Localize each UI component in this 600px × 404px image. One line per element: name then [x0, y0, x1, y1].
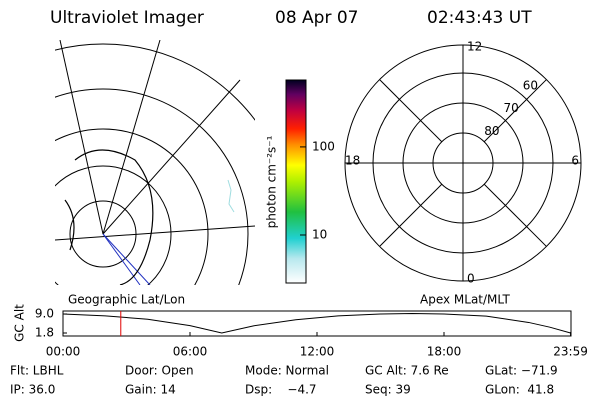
y-tick-label: 1.8	[35, 326, 54, 340]
colorbar	[285, 79, 307, 284]
x-tick-label: 18:00	[427, 345, 462, 359]
info-field: Dsp: −4.7	[245, 383, 317, 397]
info-field: Flt: LBHL	[10, 364, 64, 378]
mlat-label: 70	[503, 101, 518, 115]
info-field: GC Alt: 7.6 Re	[365, 364, 449, 378]
mlt-label: 6	[571, 154, 579, 168]
polar-caption: Apex MLat/MLT	[420, 293, 510, 307]
x-tick-label: 23:59	[553, 345, 588, 359]
info-field: Door: Open	[125, 364, 194, 378]
info-field: Mode: Normal	[245, 364, 329, 378]
polar-spoke	[379, 79, 443, 143]
time: 02:43:43 UT	[427, 8, 532, 28]
mlt-label: 18	[345, 154, 360, 168]
info-field: IP: 36.0	[10, 383, 55, 397]
x-tick-label: 12:00	[300, 345, 335, 359]
info-field: GLon: 41.8	[485, 383, 554, 397]
info-field: Gain: 14	[125, 383, 176, 397]
map-caption: Geographic Lat/Lon	[68, 293, 185, 307]
info-field: Seq: 39	[365, 383, 411, 397]
x-tick-label: 00:00	[46, 345, 81, 359]
title: Ultraviolet Imager	[50, 8, 204, 28]
polar-spoke	[379, 183, 443, 247]
info-field: GLat: −71.9	[485, 364, 558, 378]
mlat-label: 60	[523, 78, 538, 92]
date: 08 Apr 07	[275, 8, 358, 28]
polar-spoke	[483, 183, 547, 247]
mlat-label: 80	[484, 124, 499, 138]
colorbar-tick-label: 10	[312, 227, 327, 241]
altitude-curve	[62, 312, 571, 334]
y-tick-label: 9.0	[35, 307, 54, 321]
altitude-label: GC Alt	[13, 304, 27, 342]
mlt-label: 12	[467, 40, 482, 54]
mlt-label: 0	[467, 272, 475, 286]
x-tick-label: 06:00	[173, 345, 208, 359]
colorbar-label: photon cm⁻²s⁻¹	[265, 135, 279, 228]
colorbar-tick-label: 100	[312, 139, 335, 153]
map	[55, 40, 255, 285]
polar-spoke	[483, 79, 547, 143]
